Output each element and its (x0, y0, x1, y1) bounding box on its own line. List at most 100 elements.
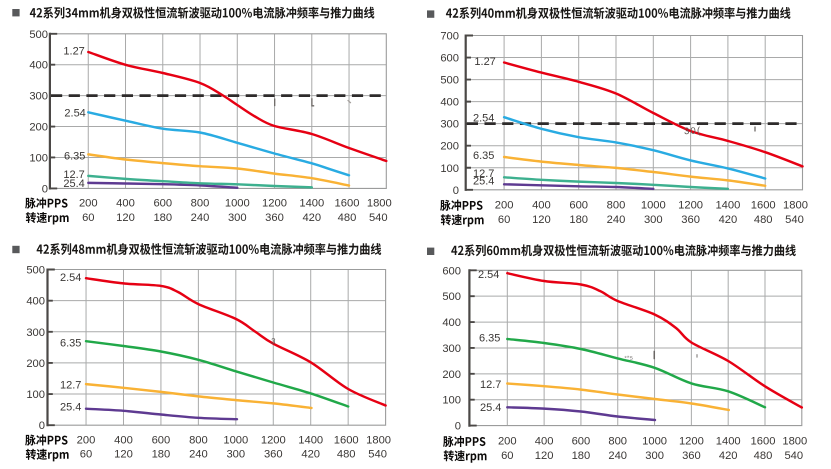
svg-text:**s: **s (624, 354, 634, 362)
svg-text:0: 0 (453, 185, 459, 197)
svg-text:400: 400 (532, 200, 551, 212)
svg-text:300: 300 (644, 214, 663, 226)
svg-text:300: 300 (442, 343, 461, 355)
svg-text:200: 200 (79, 197, 98, 209)
svg-text:0: 0 (42, 183, 48, 195)
svg-text:400: 400 (29, 60, 48, 72)
svg-text:200: 200 (29, 122, 48, 134)
svg-text:300: 300 (228, 212, 247, 224)
svg-text:240: 240 (189, 449, 208, 461)
svg-text:180: 180 (152, 449, 171, 461)
svg-text:600: 600 (572, 436, 591, 448)
svg-text:2.54: 2.54 (478, 269, 499, 281)
svg-text:300: 300 (29, 91, 48, 103)
svg-text:12.7: 12.7 (473, 168, 494, 180)
svg-text:400: 400 (26, 296, 45, 308)
svg-text:1800: 1800 (783, 200, 808, 212)
svg-text:600: 600 (440, 53, 459, 65)
svg-text:420: 420 (301, 449, 320, 461)
svg-text:240: 240 (607, 214, 626, 226)
svg-text:25.4: 25.4 (480, 402, 501, 414)
svg-text:12.7: 12.7 (63, 169, 84, 181)
svg-text:480: 480 (338, 212, 357, 224)
svg-text:60: 60 (80, 449, 92, 461)
svg-text:180: 180 (569, 214, 588, 226)
svg-text:2.54: 2.54 (64, 108, 85, 120)
svg-text:240: 240 (608, 450, 627, 462)
svg-text:400: 400 (440, 97, 459, 109)
svg-text:100: 100 (26, 389, 45, 401)
svg-text:400: 400 (442, 317, 461, 329)
svg-text:200: 200 (440, 141, 459, 153)
svg-text:60: 60 (501, 450, 513, 462)
svg-text:25.4: 25.4 (63, 178, 84, 190)
svg-text:1600: 1600 (335, 197, 360, 209)
svg-text:360: 360 (682, 450, 701, 462)
svg-text:1000: 1000 (225, 197, 250, 209)
svg-text:300: 300 (26, 327, 45, 339)
svg-text:1400: 1400 (298, 434, 323, 446)
svg-text:120: 120 (532, 214, 551, 226)
svg-text:100: 100 (440, 163, 459, 175)
svg-text:1400: 1400 (716, 436, 741, 448)
svg-text:180: 180 (153, 212, 172, 224)
svg-text:600: 600 (442, 265, 461, 277)
svg-text:12.7: 12.7 (480, 379, 501, 391)
svg-text:1800: 1800 (367, 197, 392, 209)
svg-text:500: 500 (440, 75, 459, 87)
svg-text:600: 600 (569, 200, 588, 212)
svg-text:500: 500 (26, 265, 45, 277)
svg-text:480: 480 (754, 214, 773, 226)
svg-text:600: 600 (152, 434, 171, 446)
svg-text:1000: 1000 (642, 436, 667, 448)
svg-text:25.4: 25.4 (60, 402, 81, 414)
svg-text:300: 300 (440, 119, 459, 131)
svg-text:1800: 1800 (366, 434, 391, 446)
svg-text:100: 100 (442, 395, 461, 407)
svg-text:1600: 1600 (334, 434, 359, 446)
svg-text:120: 120 (116, 212, 135, 224)
svg-text:120: 120 (535, 450, 554, 462)
svg-text:0: 0 (39, 420, 45, 432)
svg-text:1400: 1400 (299, 197, 324, 209)
svg-text:540: 540 (369, 212, 388, 224)
svg-text:6.35: 6.35 (473, 150, 494, 162)
svg-text:180: 180 (572, 450, 591, 462)
svg-text:360: 360 (681, 214, 700, 226)
svg-text:480: 480 (754, 450, 773, 462)
svg-text:1.27: 1.27 (474, 56, 495, 68)
svg-text:1200: 1200 (679, 436, 704, 448)
svg-text:200: 200 (442, 369, 461, 381)
svg-text:1200: 1200 (261, 434, 286, 446)
svg-text:300: 300 (645, 450, 664, 462)
svg-text:3: 3 (271, 337, 277, 346)
svg-text:540: 540 (368, 449, 387, 461)
svg-text:100: 100 (29, 153, 48, 165)
svg-text:1200: 1200 (678, 200, 703, 212)
svg-text:400: 400 (116, 197, 135, 209)
svg-text:2.54: 2.54 (60, 272, 81, 284)
svg-text:700: 700 (440, 31, 459, 43)
svg-text:25.4: 25.4 (473, 175, 494, 187)
svg-text:480: 480 (337, 449, 356, 461)
svg-text:240: 240 (191, 212, 210, 224)
svg-text:400: 400 (535, 436, 554, 448)
svg-text:1800: 1800 (782, 436, 807, 448)
svg-text:420: 420 (302, 212, 321, 224)
svg-text:420: 420 (719, 214, 738, 226)
svg-text:2.54: 2.54 (473, 113, 494, 125)
svg-text:1400: 1400 (715, 200, 740, 212)
svg-text:540: 540 (784, 450, 803, 462)
svg-text:1200: 1200 (262, 197, 287, 209)
svg-text:360: 360 (265, 212, 284, 224)
svg-text:0: 0 (455, 421, 461, 433)
svg-text:600: 600 (153, 197, 172, 209)
svg-text:1600: 1600 (751, 436, 776, 448)
svg-text:360: 360 (264, 449, 283, 461)
svg-text:1000: 1000 (641, 200, 666, 212)
svg-text:200: 200 (495, 200, 514, 212)
svg-text:800: 800 (607, 200, 626, 212)
svg-text:30(: 30( (684, 125, 702, 137)
svg-text:800: 800 (608, 436, 627, 448)
svg-text:6.35: 6.35 (64, 151, 85, 163)
